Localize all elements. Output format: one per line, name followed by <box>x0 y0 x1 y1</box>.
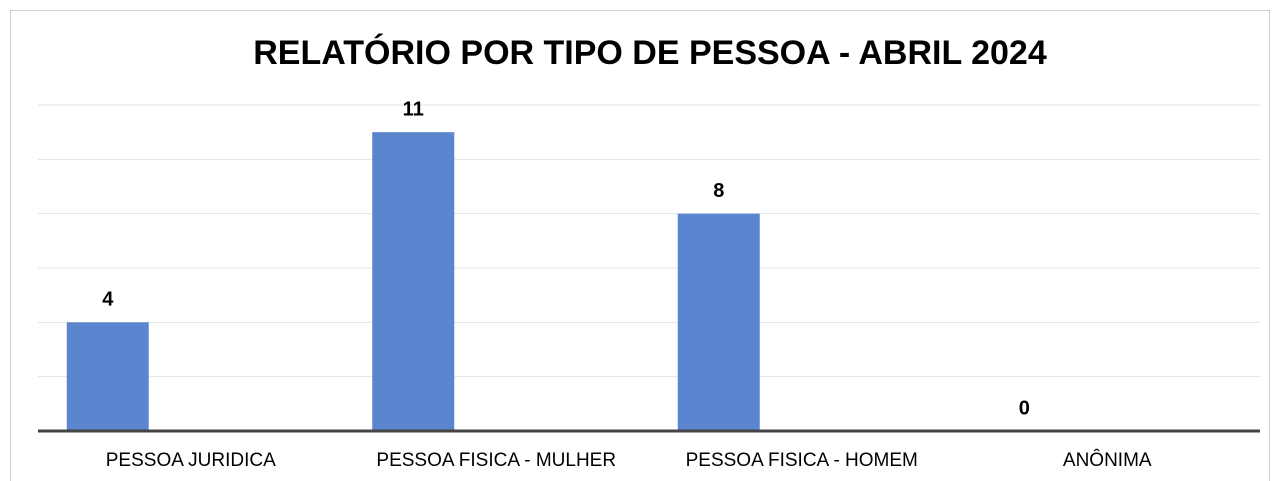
data-label: 4 <box>102 289 114 311</box>
bar <box>372 132 455 431</box>
x-tick-label: ANÔNIMA <box>1063 449 1152 471</box>
x-tick-label: PESSOA FISICA - HOMEM <box>686 450 918 471</box>
data-label: 11 <box>403 98 424 120</box>
chart-frame <box>10 10 1270 481</box>
x-tick-label: PESSOA FISICA - MULHER <box>376 450 616 471</box>
data-label: 0 <box>1019 397 1030 419</box>
bar <box>677 213 760 431</box>
x-tick-label: PESSOA JURIDICA <box>106 450 276 471</box>
data-label: 8 <box>713 180 724 202</box>
bar <box>66 322 149 431</box>
chart-title: RELATÓRIO POR TIPO DE PESSOA - ABRIL 202… <box>253 34 1047 72</box>
